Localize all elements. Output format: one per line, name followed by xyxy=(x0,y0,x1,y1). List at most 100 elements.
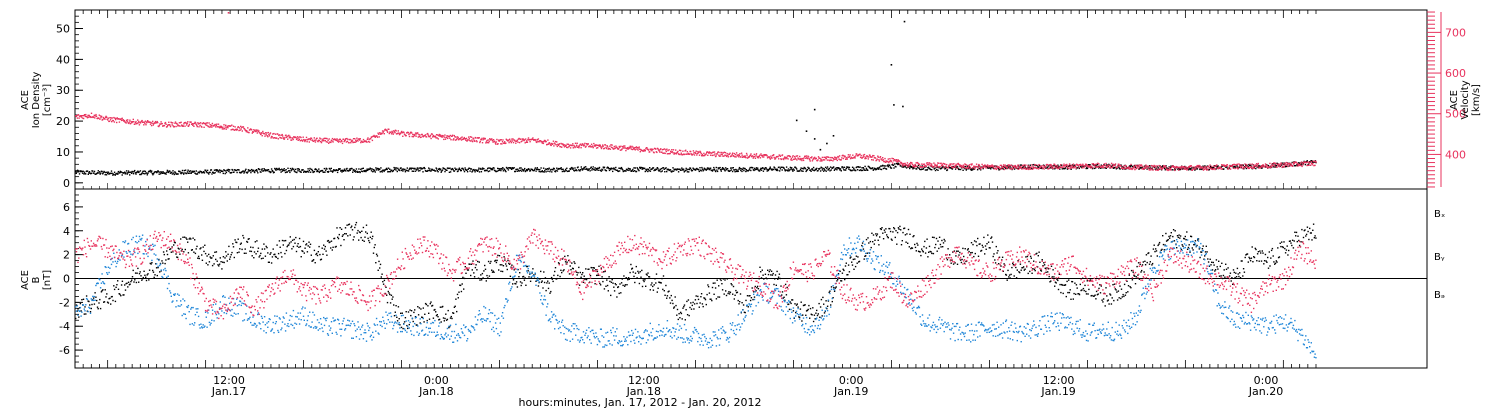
b-bx-point xyxy=(330,247,332,249)
velocity-point xyxy=(100,117,102,119)
density-point xyxy=(292,168,295,170)
velocity-point xyxy=(1253,167,1256,169)
velocity-point xyxy=(877,156,879,158)
velocity-point xyxy=(1207,168,1209,171)
velocity-point xyxy=(670,150,672,153)
density-point xyxy=(1046,166,1048,168)
b-bx-point xyxy=(386,294,388,296)
b-bx-point xyxy=(301,250,303,252)
velocity-point xyxy=(444,138,447,140)
density-point xyxy=(526,169,528,172)
density-point xyxy=(691,169,694,172)
velocity-point xyxy=(995,165,997,167)
b-bx-point xyxy=(138,273,141,275)
velocity-point xyxy=(1105,162,1107,165)
density-point xyxy=(505,170,507,173)
density-point xyxy=(295,171,297,173)
b-bx-point xyxy=(354,224,357,226)
density-point xyxy=(571,166,573,169)
density-outlier-point xyxy=(902,105,904,108)
velocity-point xyxy=(1297,163,1299,166)
density-point xyxy=(195,170,197,172)
velocity-point xyxy=(1066,163,1068,166)
velocity-axis-title-line: Velocity xyxy=(1460,80,1471,119)
density-point xyxy=(446,169,448,171)
density-point xyxy=(601,169,604,171)
velocity-point xyxy=(694,152,697,154)
velocity-point xyxy=(893,160,895,162)
density-point xyxy=(564,170,566,172)
velocity-point xyxy=(1120,165,1122,167)
density-point xyxy=(498,169,501,171)
velocity-point xyxy=(272,137,274,139)
b-bx-point xyxy=(82,298,85,300)
density-point xyxy=(212,171,214,174)
density-point xyxy=(464,167,466,169)
density-point xyxy=(682,168,685,170)
velocity-point xyxy=(977,166,979,168)
density-point xyxy=(431,168,434,171)
velocity-point xyxy=(867,156,869,158)
velocity-point xyxy=(444,134,446,136)
b-bx-point xyxy=(355,221,358,224)
velocity-point xyxy=(1226,164,1228,166)
density-point xyxy=(730,169,733,171)
velocity-point xyxy=(388,128,390,130)
velocity-point xyxy=(566,146,568,149)
velocity-point xyxy=(693,152,695,154)
velocity-point xyxy=(319,140,322,143)
density-point xyxy=(843,169,845,171)
b-bx-point xyxy=(215,258,217,261)
velocity-point xyxy=(904,162,906,165)
density-point xyxy=(767,168,769,171)
density-point xyxy=(760,169,763,171)
density-point xyxy=(114,174,116,176)
density-point xyxy=(596,168,598,171)
density-point xyxy=(894,163,896,165)
b-bx-point xyxy=(483,270,485,272)
density-point xyxy=(585,166,587,168)
velocity-point xyxy=(286,135,288,138)
density-point xyxy=(591,169,593,171)
velocity-point xyxy=(662,152,664,154)
velocity-point xyxy=(854,157,856,159)
density-point xyxy=(448,171,451,173)
density-point xyxy=(1245,167,1248,170)
velocity-point xyxy=(285,136,288,139)
b-bx-point xyxy=(372,252,375,254)
velocity-point xyxy=(783,157,785,159)
velocity-point xyxy=(1019,165,1021,168)
density-point xyxy=(812,169,814,171)
density-point xyxy=(358,168,360,170)
velocity-point xyxy=(941,163,943,166)
velocity-point xyxy=(906,164,908,167)
b-bx-point xyxy=(521,282,523,284)
velocity-point xyxy=(568,145,571,147)
velocity-point xyxy=(255,129,257,131)
velocity-point xyxy=(1019,167,1021,169)
density-point xyxy=(683,171,685,173)
density-tick-label: 10 xyxy=(56,146,70,159)
density-point xyxy=(1100,167,1102,169)
b-bx-point xyxy=(502,265,505,267)
b-bx-point xyxy=(232,243,234,245)
velocity-point xyxy=(900,161,902,164)
b-bx-point xyxy=(420,308,422,310)
b-bx-point xyxy=(357,229,359,232)
velocity-point xyxy=(1238,163,1240,165)
b-bx-point xyxy=(124,289,127,291)
density-point xyxy=(1285,165,1288,168)
density-point xyxy=(748,168,751,170)
b-bx-point xyxy=(303,252,305,254)
velocity-point xyxy=(1118,164,1121,166)
density-point xyxy=(909,167,911,170)
b-bx-point xyxy=(219,257,221,259)
velocity-point xyxy=(678,153,680,156)
velocity-point xyxy=(1202,169,1205,171)
velocity-point xyxy=(687,152,690,155)
density-point xyxy=(642,167,644,169)
velocity-point xyxy=(464,138,467,140)
velocity-point xyxy=(1288,163,1290,166)
density-point xyxy=(893,167,895,169)
density-point xyxy=(424,167,426,170)
